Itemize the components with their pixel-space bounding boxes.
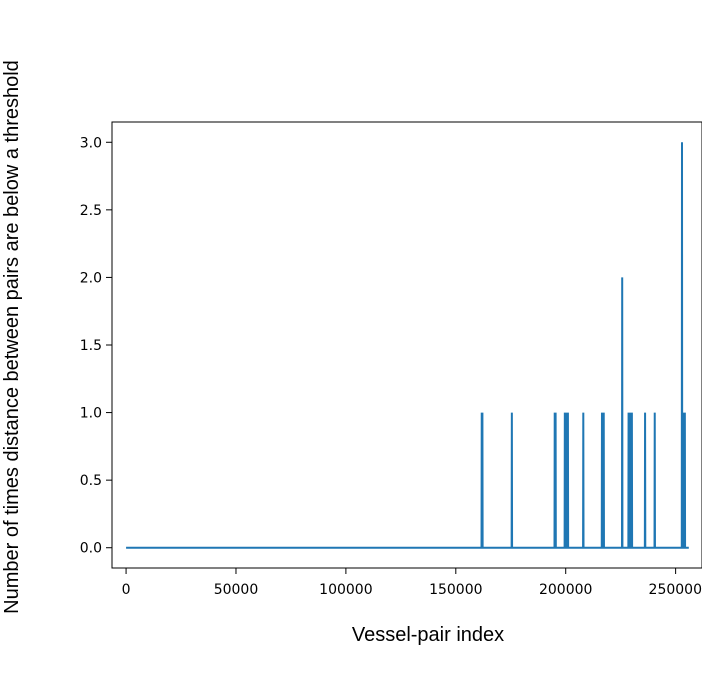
y-tick-label: 2.0	[80, 270, 102, 286]
y-tick-label: 3.0	[80, 135, 102, 151]
x-tick-label: 0	[122, 582, 131, 598]
x-tick-label: 50000	[214, 582, 259, 598]
y-tick-label: 2.5	[80, 203, 102, 219]
y-tick-label: 1.0	[80, 406, 102, 422]
y-axis-label: Number of times distance between pairs a…	[1, 60, 23, 614]
x-axis-label: Vessel-pair index	[352, 624, 504, 646]
series-line	[126, 142, 689, 549]
x-axis: 0 50000 100000 150000 200000 250000	[122, 568, 702, 598]
x-tick-label: 150000	[429, 582, 482, 598]
axes-frame	[111, 121, 702, 569]
y-tick-label: 0.0	[80, 541, 102, 557]
y-tick-label: 1.5	[80, 338, 102, 354]
x-tick-label: 250000	[649, 582, 702, 598]
x-tick-label: 200000	[539, 582, 592, 598]
plot-area	[126, 142, 689, 549]
x-tick-label: 100000	[319, 582, 372, 598]
y-tick-label: 0.5	[80, 473, 102, 489]
y-axis: 0.0 0.5 1.0 1.5 2.0 2.5 3.0	[80, 135, 112, 557]
